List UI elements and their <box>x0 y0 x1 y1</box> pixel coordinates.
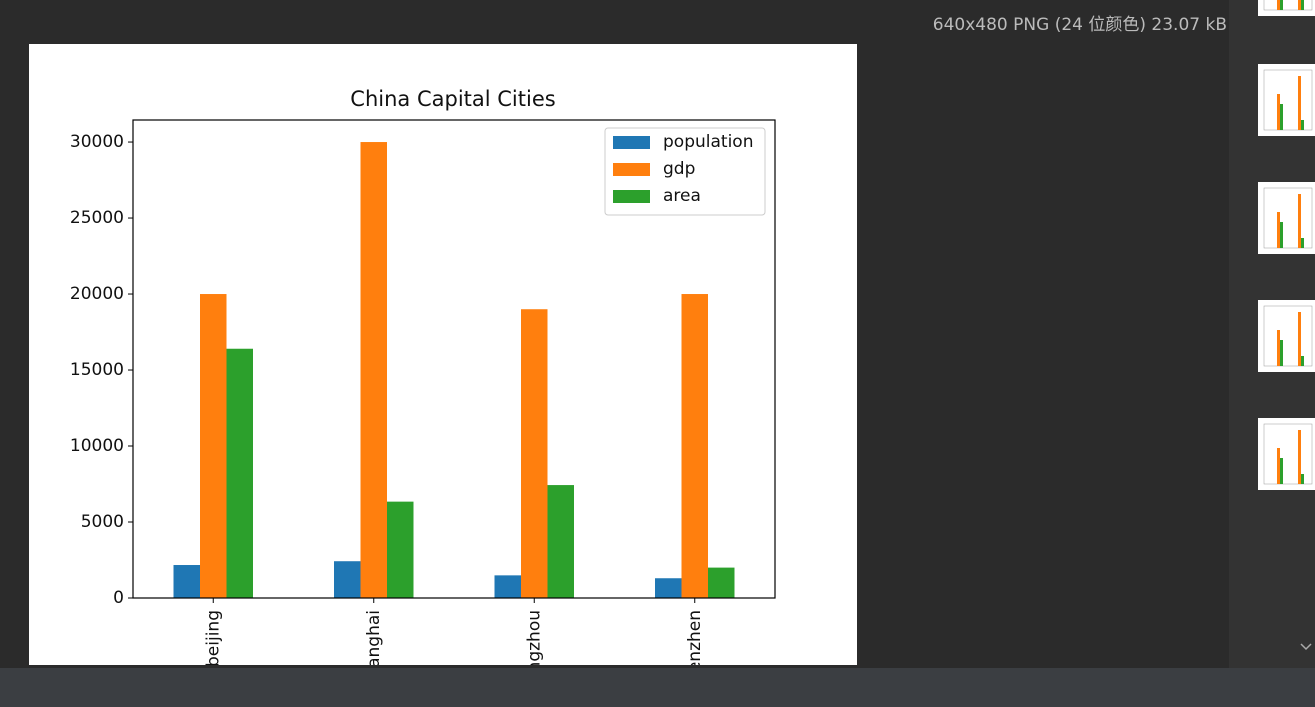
status-bar <box>0 668 1315 707</box>
thumbnail[interactable] <box>1258 0 1315 16</box>
thumbnail[interactable] <box>1258 182 1315 254</box>
bar <box>494 575 521 598</box>
bar <box>173 565 200 598</box>
legend-label: area <box>663 186 701 206</box>
bar <box>708 567 735 598</box>
x-tick-label: guangzhou <box>524 610 544 665</box>
legend-swatch <box>613 190 650 203</box>
image-frame: China Capital Cities 0 5000 10000 15000 2000… <box>29 44 857 665</box>
x-tick-label: shenzhen <box>685 610 705 665</box>
bar <box>681 294 708 598</box>
chart-title: China Capital Cities <box>350 87 555 111</box>
y-tick-label: 0 <box>113 588 124 608</box>
thumbnail-image <box>1263 423 1313 485</box>
thumbnail-image <box>1263 69 1313 131</box>
bar <box>334 561 361 598</box>
chart: China Capital Cities 0 5000 10000 15000 2000… <box>70 87 776 665</box>
y-tick-label: 30000 <box>70 132 124 152</box>
bar <box>547 485 574 598</box>
bar <box>387 501 414 598</box>
legend-swatch <box>613 163 650 176</box>
y-tick-label: 20000 <box>70 284 124 304</box>
thumbnail[interactable] <box>1258 300 1315 372</box>
scroll-down[interactable] <box>1299 640 1313 654</box>
x-tick-label: beijing <box>203 610 223 665</box>
thumbnail-image <box>1263 305 1313 367</box>
bar <box>226 348 253 598</box>
y-tick-label: 15000 <box>70 360 124 380</box>
bar <box>200 294 227 598</box>
thumbnail-image <box>1263 0 1313 11</box>
legend-label: population <box>663 132 753 152</box>
legend-label: gdp <box>663 159 695 179</box>
x-tick-label: shanghai <box>364 610 384 665</box>
image-info: 640x480 PNG (24 位颜色) 23.07 kB <box>932 15 1227 35</box>
bar <box>521 309 548 598</box>
thumbnail-strip <box>1229 0 1315 668</box>
y-tick-label: 25000 <box>70 208 124 228</box>
axes-frame <box>132 119 776 599</box>
bar <box>655 578 682 598</box>
y-tick-label: 10000 <box>70 436 124 456</box>
thumbnail[interactable] <box>1258 418 1315 490</box>
y-tick-label: 5000 <box>81 512 124 532</box>
thumbnail-image <box>1263 187 1313 249</box>
bar <box>360 142 387 598</box>
thumbnail[interactable] <box>1258 64 1315 136</box>
legend-swatch <box>613 136 650 149</box>
